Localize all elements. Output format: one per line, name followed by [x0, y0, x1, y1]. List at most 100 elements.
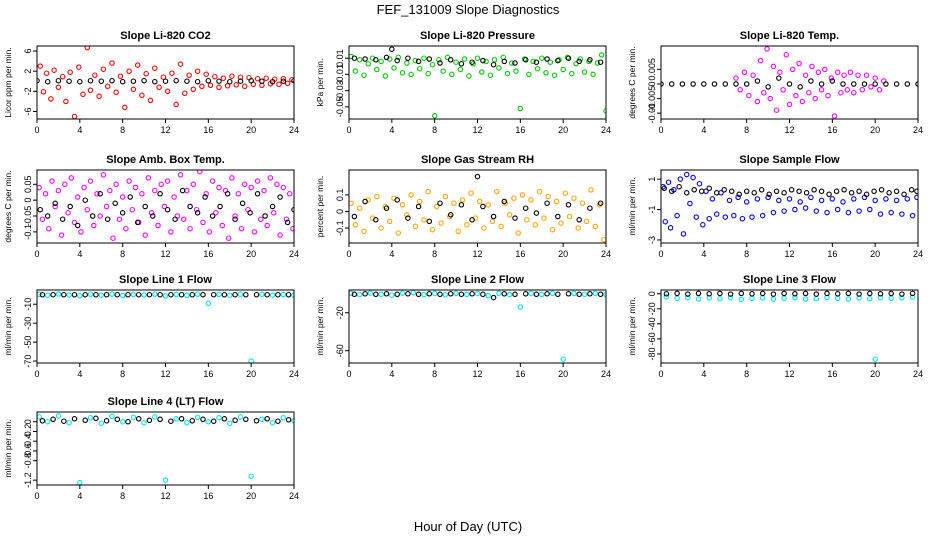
data-point — [237, 414, 244, 420]
data-point — [270, 210, 277, 216]
data-point — [674, 290, 680, 297]
x-tick-label: 16 — [827, 369, 837, 379]
data-point — [517, 304, 524, 310]
data-point — [141, 419, 147, 426]
data-point — [378, 291, 384, 298]
data-point — [506, 291, 513, 298]
data-point — [103, 418, 110, 424]
data-point — [129, 206, 136, 213]
data-point — [285, 417, 292, 423]
series-all — [349, 187, 606, 243]
data-point — [177, 61, 184, 67]
data-point — [61, 291, 67, 298]
y-tick-label: -50 — [23, 336, 33, 349]
x-tick-label: 16 — [827, 249, 837, 259]
data-point — [378, 58, 384, 65]
data-point — [455, 228, 461, 235]
data-point — [119, 78, 126, 85]
data-point — [280, 415, 287, 421]
x-tick-label: 16 — [515, 125, 525, 135]
data-point — [139, 92, 145, 99]
data-point — [551, 72, 558, 78]
data-point — [194, 414, 201, 421]
data-point — [845, 290, 852, 297]
data-point — [544, 291, 550, 297]
data-point — [581, 291, 588, 298]
data-point — [883, 81, 889, 87]
data-point — [254, 75, 261, 82]
data-point — [597, 59, 604, 65]
data-point — [498, 223, 504, 230]
data-point — [241, 181, 248, 188]
data-point — [383, 54, 390, 61]
data-point — [227, 78, 233, 85]
series-all — [349, 290, 606, 362]
data-point — [206, 229, 213, 235]
data-point — [205, 300, 212, 307]
panel-8: Slope Line 2 Flow 0 4 8 12 16 20 24 -60 -20 ml/min… — [315, 274, 611, 379]
data-point — [792, 291, 798, 297]
data-point — [565, 55, 572, 61]
data-point — [93, 415, 99, 422]
series-median — [661, 75, 918, 90]
data-point — [458, 202, 465, 208]
y-tick-label: -0.6 — [23, 443, 33, 459]
data-point — [683, 190, 690, 196]
data-point — [127, 194, 133, 200]
data-point — [408, 192, 414, 198]
data-point — [555, 291, 561, 298]
data-point — [453, 290, 459, 297]
data-point — [555, 57, 561, 64]
data-point — [845, 209, 852, 216]
data-point — [421, 55, 427, 61]
x-tick-label: 0 — [34, 369, 39, 379]
data-point — [668, 81, 675, 87]
data-point — [235, 191, 242, 197]
data-point — [210, 418, 217, 424]
data-point — [43, 70, 50, 76]
data-point — [378, 225, 384, 231]
data-point — [55, 187, 62, 194]
data-point — [765, 84, 771, 90]
panel-5: Slope Gas Stream RH 0 4 8 12 16 20 24 -0.1 0 0.1 pe… — [315, 154, 611, 259]
data-point — [209, 178, 216, 184]
x-tick-label: 0 — [34, 249, 39, 259]
y-tick-label: -1.2 — [23, 472, 33, 488]
data-point — [243, 416, 249, 423]
data-point — [84, 46, 91, 51]
data-point — [44, 213, 51, 219]
series-median — [39, 415, 292, 425]
data-point — [42, 191, 49, 197]
data-point — [194, 291, 201, 298]
series-median — [39, 291, 292, 298]
data-point — [225, 235, 232, 241]
panel-points — [349, 46, 606, 119]
data-point — [759, 295, 766, 301]
data-point — [677, 176, 684, 182]
series-all — [661, 171, 918, 237]
y-tick-label: -10 — [23, 298, 33, 311]
data-point — [146, 291, 153, 298]
y-tick-label: -0.05 — [23, 206, 33, 227]
data-point — [545, 193, 551, 200]
data-point — [107, 187, 113, 194]
data-point — [532, 222, 539, 228]
data-point — [152, 414, 158, 420]
data-point — [914, 194, 918, 201]
x-tick-label: 8 — [432, 369, 437, 379]
data-point — [818, 81, 825, 87]
data-point — [426, 291, 433, 297]
data-point — [404, 60, 410, 66]
x-tick-label: 24 — [601, 249, 611, 259]
data-point — [490, 213, 497, 220]
data-point — [162, 477, 169, 483]
data-point — [261, 187, 267, 194]
data-point — [698, 188, 705, 195]
x-tick-label: 12 — [784, 125, 794, 135]
data-point — [415, 291, 422, 298]
y-tick-label: 0 — [647, 291, 657, 296]
data-point — [818, 188, 825, 195]
data-point — [736, 191, 742, 198]
x-tick-label: 12 — [472, 125, 482, 135]
